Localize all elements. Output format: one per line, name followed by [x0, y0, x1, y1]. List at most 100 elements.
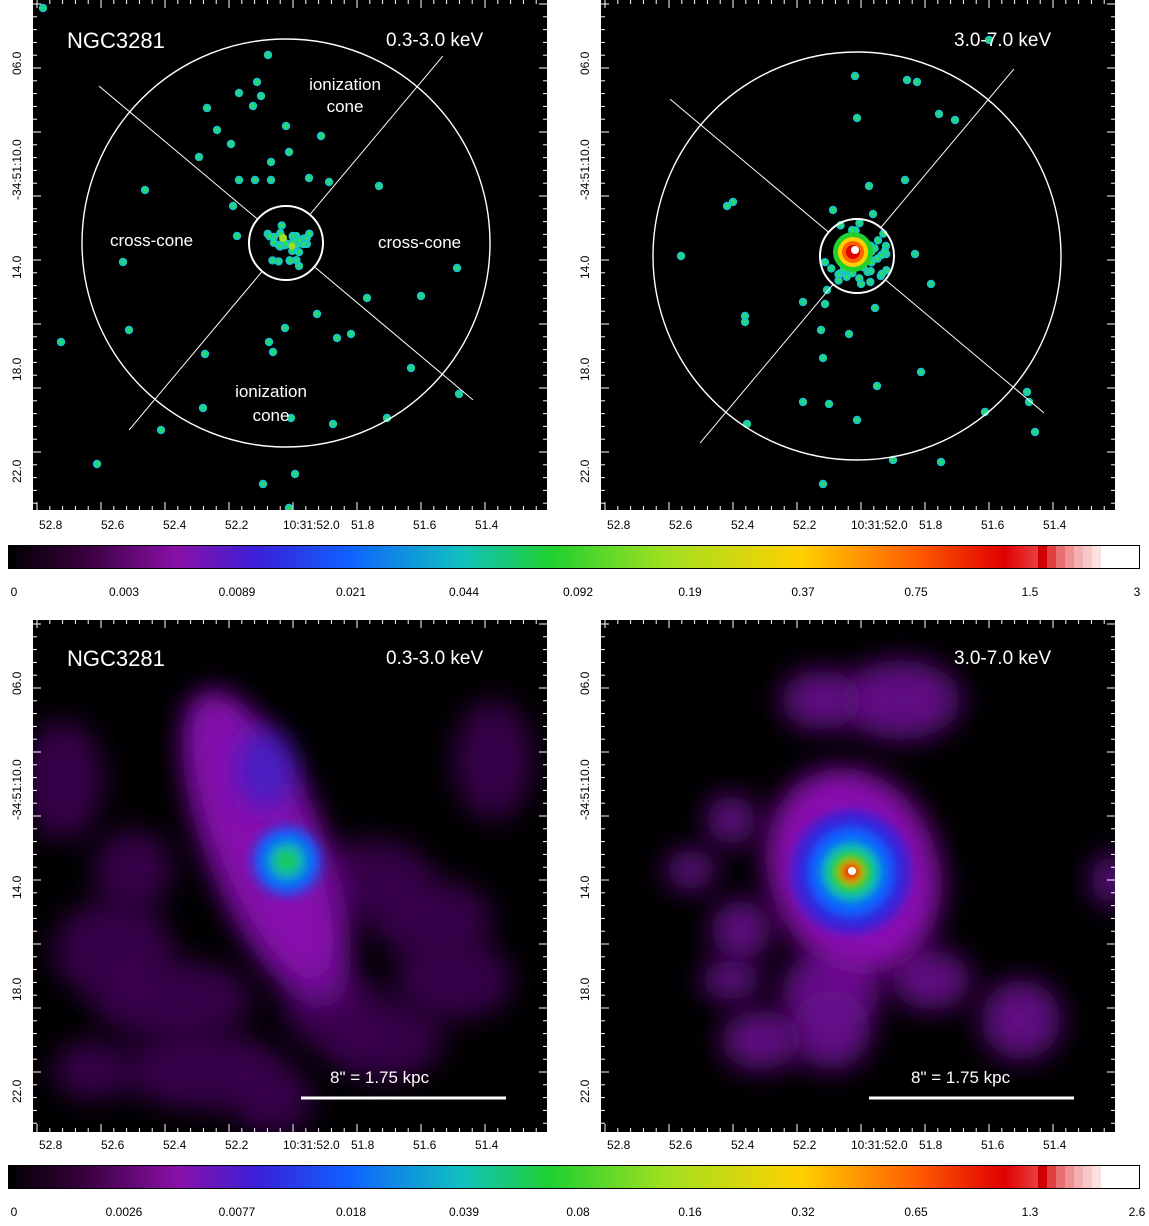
y-tick-label: 22.0	[578, 459, 592, 484]
x-tick-label: 51.8	[351, 1138, 375, 1152]
x-tick-label: 52.4	[731, 1138, 755, 1152]
y-tick-label: 22.0	[578, 1079, 592, 1104]
colorbar-tick-label: 0.003	[108, 585, 140, 599]
x-tick-label: 51.4	[475, 1138, 499, 1152]
image-bottom-left-soft-band-smoothed	[33, 620, 547, 1132]
y-tick-label: 22.0	[10, 1079, 24, 1104]
x-tick-label: 52.8	[39, 1138, 63, 1152]
x-tick-label: 51.4	[475, 518, 499, 532]
band-label-top-left: 0.3-3.0 keV	[386, 30, 484, 51]
colorbar-tick-label: 0.039	[448, 1205, 480, 1219]
annotation-cross-cone-left: cross-cone	[110, 231, 194, 250]
x-tick-label: 52.6	[669, 1138, 693, 1152]
colorbar-top	[8, 545, 1140, 569]
image-bottom-right-hard-band-smoothed	[601, 620, 1115, 1132]
colorbar-tick-label: 2.6	[1128, 1205, 1146, 1219]
region-overlay	[652, 51, 1062, 461]
colorbar-tick-label: 0.75	[904, 585, 928, 599]
x-tick-label: 51.4	[1043, 1138, 1067, 1152]
y-tick-label: 22.0	[10, 459, 24, 484]
x-tick-label: 10:31:52.0	[283, 518, 340, 532]
band-label-bottom-left: 0.3-3.0 keV	[386, 648, 484, 669]
colorbar-tick-label: 0.044	[448, 585, 480, 599]
annotation-cross-cone-right: cross-cone	[378, 233, 462, 252]
colorbar-tick-label: 0.19	[678, 585, 702, 599]
x-tick-label: 51.6	[981, 1138, 1005, 1152]
outer-region-circle	[81, 38, 491, 448]
annotation-ionization-cone-bottom: ionization cone	[235, 382, 307, 425]
y-tick-label: 18.0	[10, 977, 24, 1002]
y-tick-label: 14.0	[578, 875, 592, 900]
band-label-top-right: 3.0-7.0 keV	[954, 30, 1052, 51]
colorbar-tick-label: 0.16	[678, 1205, 702, 1219]
colorbar-tick-label: 0.65	[904, 1205, 928, 1219]
panel-top-left	[33, 0, 547, 510]
colorbar-tick-label: 0.092	[562, 585, 594, 599]
bright-nucleus	[833, 232, 873, 272]
colorbar-bottom-gradient	[8, 1165, 1140, 1189]
outer-region-circle	[652, 51, 1062, 461]
x-tick-label: 52.2	[793, 518, 817, 532]
x-tick-label: 52.8	[607, 1138, 631, 1152]
x-tick-label: 10:31:52.0	[851, 518, 908, 532]
y-tick-label: 06.0	[578, 671, 592, 696]
x-tick-label: 52.8	[39, 518, 63, 532]
object-label-bottom-left: NGC3281	[67, 646, 165, 671]
y-tick-label: 14.0	[10, 255, 24, 280]
colorbar-tick-label: 0.37	[791, 585, 815, 599]
y-tick-label: 18.0	[578, 357, 592, 382]
x-tick-label: 51.8	[919, 518, 943, 532]
y-tick-label: -34:51:10.0	[10, 759, 24, 821]
panel-top-right	[601, 0, 1115, 510]
region-overlay	[81, 38, 491, 448]
annotation-ionization-cone-top: ionization cone	[309, 75, 381, 116]
colorbar-tick-label: 0	[10, 1205, 18, 1219]
scale-bar-label-bottom-left: 8" = 1.75 kpc	[330, 1068, 430, 1087]
colorbar-tick-label: 0.0026	[105, 1205, 143, 1219]
frame-ticks	[601, 620, 1115, 1132]
colorbar-tick-label: 0.018	[335, 1205, 367, 1219]
cone-boundary-line	[885, 279, 1045, 414]
x-tick-label: 51.6	[413, 1138, 437, 1152]
nucleus-circle	[819, 218, 895, 294]
y-tick-label: 06.0	[578, 51, 592, 76]
diffuse-emission	[33, 690, 533, 1132]
y-tick-label: -34:51:10.0	[578, 759, 592, 821]
cone-boundary-line	[669, 98, 829, 233]
colorbar-bottom	[8, 1165, 1140, 1189]
x-tick-label: 52.8	[607, 518, 631, 532]
colorbar-tick-label: 1.5	[1021, 585, 1039, 599]
y-tick-label: 14.0	[10, 875, 24, 900]
cone-boundary-line	[98, 85, 258, 220]
y-tick-label: 18.0	[578, 977, 592, 1002]
colorbar-tick-label: 0.021	[335, 585, 367, 599]
colorbar-tick-label: 0.32	[791, 1205, 815, 1219]
cone-boundary-line	[309, 55, 444, 215]
y-tick-label: 06.0	[10, 671, 24, 696]
y-tick-label: 18.0	[10, 357, 24, 382]
x-tick-label: 52.4	[731, 518, 755, 532]
colorbar-tick-label: 0.08	[566, 1205, 590, 1219]
x-tick-label: 10:31:52.0	[283, 1138, 340, 1152]
x-tick-label: 52.6	[101, 1138, 125, 1152]
x-tick-label: 52.2	[225, 1138, 249, 1152]
y-tick-label: -34:51:10.0	[10, 139, 24, 201]
scale-bar-label-bottom-right: 8" = 1.75 kpc	[911, 1068, 1011, 1087]
y-tick-label: -34:51:10.0	[578, 139, 592, 201]
y-tick-label: 14.0	[578, 255, 592, 280]
colorbar-tick-label: 0.0077	[218, 1205, 256, 1219]
x-tick-label: 51.8	[919, 1138, 943, 1152]
colorbar-tick-label: 3	[1133, 585, 1141, 599]
band-label-bottom-right: 3.0-7.0 keV	[954, 648, 1052, 669]
panel-bottom-right	[601, 620, 1115, 1132]
cone-boundary-line	[699, 284, 834, 444]
panel-bottom-left	[33, 620, 547, 1132]
diffuse-emission	[666, 660, 1115, 1070]
colorbar-tick-label: 0	[10, 585, 18, 599]
colorbar-top-gradient	[8, 545, 1140, 569]
x-tick-label: 51.4	[1043, 518, 1067, 532]
x-tick-label: 51.8	[351, 518, 375, 532]
cone-boundary-line	[880, 68, 1015, 228]
x-tick-label: 10:31:52.0	[851, 1138, 908, 1152]
x-tick-label: 52.6	[669, 518, 693, 532]
